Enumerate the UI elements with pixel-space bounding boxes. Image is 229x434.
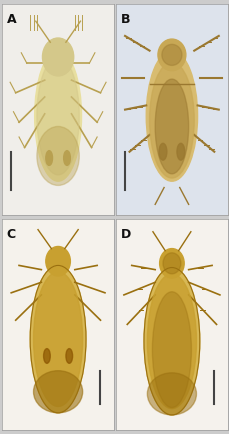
Ellipse shape — [158, 143, 166, 160]
Ellipse shape — [63, 151, 70, 165]
Ellipse shape — [162, 253, 180, 274]
Ellipse shape — [176, 143, 184, 160]
Ellipse shape — [35, 51, 81, 181]
Ellipse shape — [155, 79, 188, 174]
Ellipse shape — [46, 247, 70, 276]
Text: C: C — [7, 227, 16, 240]
Ellipse shape — [159, 249, 183, 278]
Text: A: A — [7, 13, 16, 26]
Ellipse shape — [33, 371, 82, 413]
Ellipse shape — [44, 349, 50, 363]
Ellipse shape — [143, 267, 199, 415]
Text: B: B — [120, 13, 130, 26]
Ellipse shape — [42, 38, 73, 76]
Ellipse shape — [46, 151, 52, 165]
Ellipse shape — [147, 373, 196, 415]
Ellipse shape — [146, 51, 197, 181]
Ellipse shape — [37, 57, 79, 175]
Ellipse shape — [161, 44, 181, 66]
Ellipse shape — [30, 266, 86, 413]
Ellipse shape — [152, 292, 191, 408]
Text: D: D — [120, 227, 130, 240]
Ellipse shape — [66, 349, 72, 363]
Ellipse shape — [37, 126, 79, 185]
Ellipse shape — [157, 39, 185, 71]
Ellipse shape — [149, 62, 193, 178]
Ellipse shape — [147, 274, 196, 408]
Ellipse shape — [33, 272, 82, 407]
